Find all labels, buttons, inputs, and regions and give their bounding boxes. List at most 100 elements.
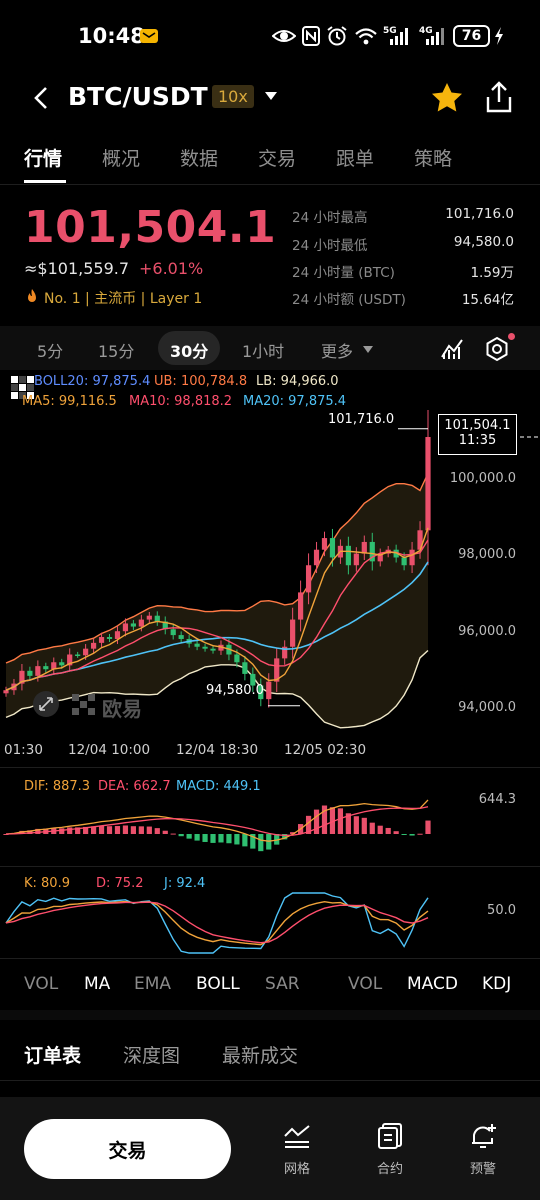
candle-body [83,648,89,656]
pair-dropdown-icon[interactable] [264,90,278,102]
chart-settings-icon[interactable] [484,336,510,362]
candle-body [321,538,328,550]
interval-30m[interactable]: 30分 [170,342,209,361]
nav-grid[interactable]: 网格 [267,1122,327,1177]
boll-upper-line [5,473,429,664]
stat-high-value: 101,716.0 [445,206,514,222]
nav-alert[interactable]: 预警 [453,1122,513,1177]
stat-high-label: 24 小时最高 [292,210,368,226]
signal-4g-label: 4G [419,26,433,36]
dif-line [5,799,429,842]
tab-order-book[interactable]: 订单表 [24,1045,82,1067]
indicator-ma[interactable]: MA [84,974,111,994]
macd-histogram-bar [202,834,208,842]
tags: No. 1 | 主流币 | Layer 1 [44,291,203,307]
nav-contract[interactable]: 合约 [360,1122,420,1177]
tab-trade[interactable]: 交易 [258,148,297,170]
candle-body [417,530,423,550]
candle-body [194,643,200,647]
interval-15m[interactable]: 15分 [98,342,135,361]
macd-histogram-bar [329,807,336,834]
stat-turnover-value: 15.64亿 [461,292,514,308]
candlestick-chart[interactable] [0,410,540,736]
back-icon[interactable] [30,84,54,112]
macd-histogram-bar [321,805,328,834]
candle-body [130,623,136,627]
macd-histogram-bar [122,825,129,834]
candle-body [122,623,129,632]
macd-histogram-bar [75,827,81,834]
macd-histogram-bar [353,816,359,834]
share-icon[interactable] [484,80,514,114]
indicators-icon[interactable] [440,337,464,361]
tab-copy-trading[interactable]: 跟单 [336,148,375,170]
leverage-badge[interactable]: 10x [212,85,254,108]
interval-5m[interactable]: 5分 [37,342,64,361]
chart-type-toggle-icon[interactable] [10,375,36,401]
ma10-line [5,539,429,691]
macd-histogram-bar [417,833,423,835]
indicator-kdj[interactable]: KDJ [482,974,512,994]
tab-market[interactable]: 行情 [24,148,63,170]
wifi-icon [355,28,377,45]
tab-strategy[interactable]: 策略 [414,148,453,170]
favorite-star-icon[interactable] [430,81,464,113]
settings-notification-dot [508,333,515,340]
candle-body [67,654,73,666]
tab-data[interactable]: 数据 [180,148,219,170]
time-axis-label: 12/04 10:00 [68,742,151,758]
indicator-ema[interactable]: EMA [134,974,172,994]
macd-histogram-bar [210,834,216,843]
interval-more[interactable]: 更多 [321,342,354,361]
more-dropdown-icon[interactable] [362,345,374,354]
macd-histogram-bar [83,826,89,834]
indicator-sar[interactable]: SAR [265,974,300,994]
price-axis-label: 96,000.0 [458,624,516,639]
candle-body [178,635,184,639]
macd-histogram-bar [337,808,344,834]
indicator-macd[interactable]: MACD [407,974,458,994]
macd-histogram-bar [130,826,136,834]
macd-histogram-bar [146,826,152,834]
candle-body [345,545,351,566]
macd-histogram-bar [401,834,407,835]
fullscreen-icon[interactable] [32,690,60,718]
macd-histogram-bar [377,825,383,834]
candle-body [425,437,431,531]
candle-body [282,646,288,659]
indicator-boll[interactable]: BOLL [196,974,240,994]
macd-histogram-bar [98,825,105,834]
charging-icon [495,27,503,45]
legend-macd: MACD: 449.1 [176,779,261,794]
candle-body [75,654,81,656]
pair-title[interactable]: BTC/USDT [68,82,208,111]
candle-body [98,637,105,643]
candle-body [27,670,33,676]
interval-1h[interactable]: 1小时 [242,342,285,361]
indicator-vol-sub[interactable]: VOL [348,974,383,994]
macd-histogram-bar [258,834,264,852]
tab-depth-chart[interactable]: 深度图 [123,1045,181,1067]
candle-body [210,648,216,651]
candle-body [138,619,144,627]
macd-histogram-bar [393,831,399,834]
order-tabs-divider [0,1080,540,1081]
contract-icon [378,1123,402,1149]
indicator-tabs-divider [0,958,540,959]
macd-histogram-bar [369,822,375,834]
indicator-vol[interactable]: VOL [24,974,59,994]
price-axis-label: 100,000.0 [449,471,516,486]
macd-histogram-bar [226,834,232,844]
candle-body [369,541,375,562]
legend-j: J: 92.4 [164,876,206,891]
eye-icon [272,30,296,42]
macd-histogram-bar [194,834,200,841]
current-price-label: 101,504.1 [444,418,511,433]
usd-price: ≈$101,559.7 [24,259,130,278]
candle-body [258,685,264,700]
tab-overview[interactable]: 概况 [102,148,141,170]
tab-latest-trades[interactable]: 最新成交 [222,1045,299,1067]
kdj-divider [0,866,540,867]
trade-button[interactable]: 交易 [24,1119,231,1179]
macd-histogram-bar [313,809,320,834]
